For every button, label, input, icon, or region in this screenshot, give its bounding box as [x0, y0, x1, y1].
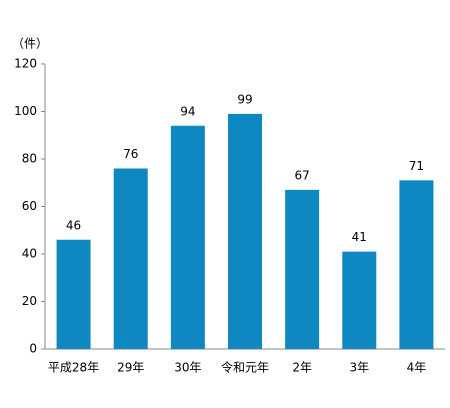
bar	[342, 251, 377, 349]
y-tick-label: 80	[22, 152, 37, 166]
data-label: 94	[180, 104, 195, 118]
bar	[170, 125, 205, 349]
x-tick-label: 29年	[117, 361, 144, 375]
x-tick-label: 2年	[292, 361, 312, 375]
y-tick-label: 40	[22, 247, 37, 261]
bar	[285, 189, 320, 349]
bar	[113, 168, 148, 349]
y-tick-label: 20	[22, 294, 37, 308]
y-tick-label: 0	[29, 342, 37, 356]
x-tick-label: 平成28年	[48, 361, 99, 375]
x-tick-label: 3年	[349, 361, 369, 375]
y-tick-label: 120	[14, 57, 37, 71]
bar	[399, 180, 434, 349]
bar	[56, 239, 91, 349]
data-label: 71	[409, 159, 424, 173]
x-tick-label: 30年	[174, 361, 201, 375]
x-tick-label: 4年	[407, 361, 427, 375]
y-tick-label: 100	[14, 104, 37, 118]
data-label: 46	[66, 218, 81, 232]
x-tick-label: 令和元年	[221, 360, 269, 375]
data-label: 99	[237, 92, 252, 106]
data-label: 67	[295, 168, 310, 182]
y-tick-label: 60	[22, 199, 37, 213]
y-axis-label: （件）	[12, 37, 48, 51]
data-label: 76	[123, 147, 138, 161]
bar	[228, 113, 262, 349]
data-label: 41	[352, 230, 367, 244]
